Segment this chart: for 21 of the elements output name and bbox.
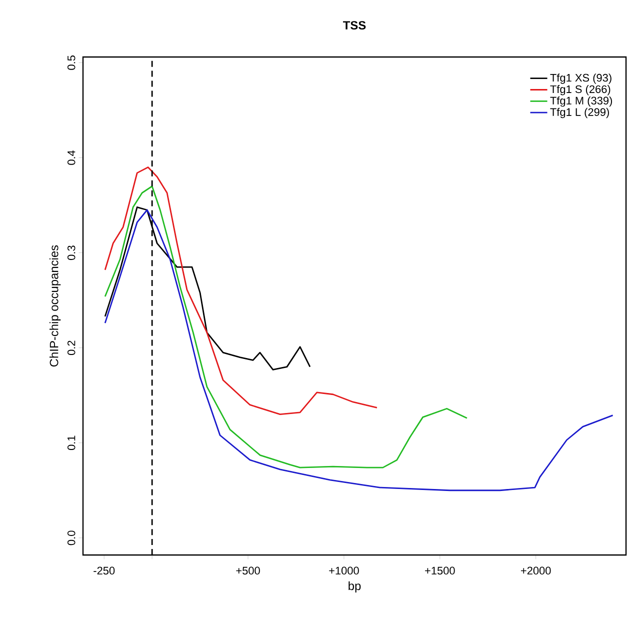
legend-label: Tfg1 XS (93) — [550, 74, 612, 84]
x-tick-label: +1500 — [425, 566, 455, 575]
y-tick-label: 0.5 — [67, 56, 76, 70]
legend-label: Tfg1 M (339) — [550, 96, 612, 107]
y-tick-label: 0.2 — [67, 340, 76, 356]
y-tick-label: 0.3 — [67, 246, 76, 260]
x-tick-label: +500 — [236, 566, 260, 575]
y-tick-label: 0.4 — [67, 150, 76, 165]
x-axis-title: bp — [348, 581, 361, 593]
legend-label: Tfg1 S (266) — [550, 85, 610, 96]
line-series — [104, 166, 378, 416]
y-tick-label: 0.0 — [67, 530, 76, 546]
line-series — [104, 186, 468, 468]
y-tick-label: 0.1 — [67, 436, 76, 450]
line-series — [104, 209, 614, 492]
x-tick-label: +1000 — [329, 566, 359, 575]
x-tick-label: +2000 — [520, 566, 551, 575]
chart-title: TSS — [343, 21, 366, 30]
legend-label: Tfg1 L (299) — [550, 108, 609, 118]
x-tick-label: -250 — [94, 566, 115, 575]
y-axis-title: ChIP-chip occupancies — [49, 245, 61, 367]
